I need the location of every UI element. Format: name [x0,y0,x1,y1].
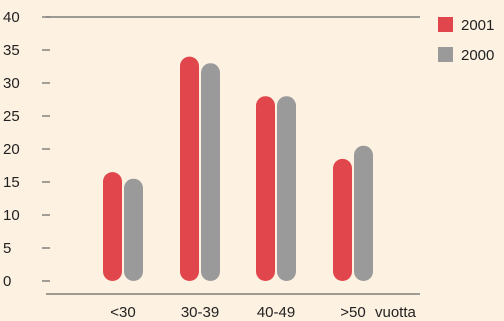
y-tick-label: 40 [3,9,20,26]
y-tick-label: 20 [3,141,20,158]
x-tick-label: 30-39 [181,304,219,321]
bars [103,56,373,282]
x-axis-ticks: <30 30-39 40-49 >50 [110,304,365,321]
x-tick-label: >50 [340,304,365,321]
y-tick-label: 35 [3,42,20,59]
bar-2000-2 [201,63,220,282]
x-tick-label: <30 [110,304,135,321]
bar-2001-4 [333,158,352,281]
bar-2000-1 [124,178,143,281]
bar-2001-2 [180,56,199,281]
legend: 2001 2000 [438,17,494,64]
y-tick-label: 15 [3,174,20,191]
y-tick-label: 10 [3,207,20,224]
bar-2000-3 [277,96,296,281]
bar-2000-4 [354,145,373,281]
legend-label-2000: 2000 [461,47,494,64]
bar-2001-3 [256,96,275,281]
y-axis-ticks: 0 5 10 15 20 25 30 35 40 [3,9,50,290]
x-axis-label: vuotta [375,304,417,321]
axes [46,16,420,295]
legend-swatch-2001 [438,17,453,32]
y-tick-label: 5 [3,240,11,257]
legend-swatch-2000 [438,47,453,62]
y-tick-label: 0 [3,273,11,290]
legend-label-2001: 2001 [461,17,494,34]
y-tick-label: 30 [3,75,20,92]
y-tick-label: 25 [3,108,20,125]
x-tick-label: 40-49 [257,304,295,321]
bar-2001-1 [103,172,122,281]
